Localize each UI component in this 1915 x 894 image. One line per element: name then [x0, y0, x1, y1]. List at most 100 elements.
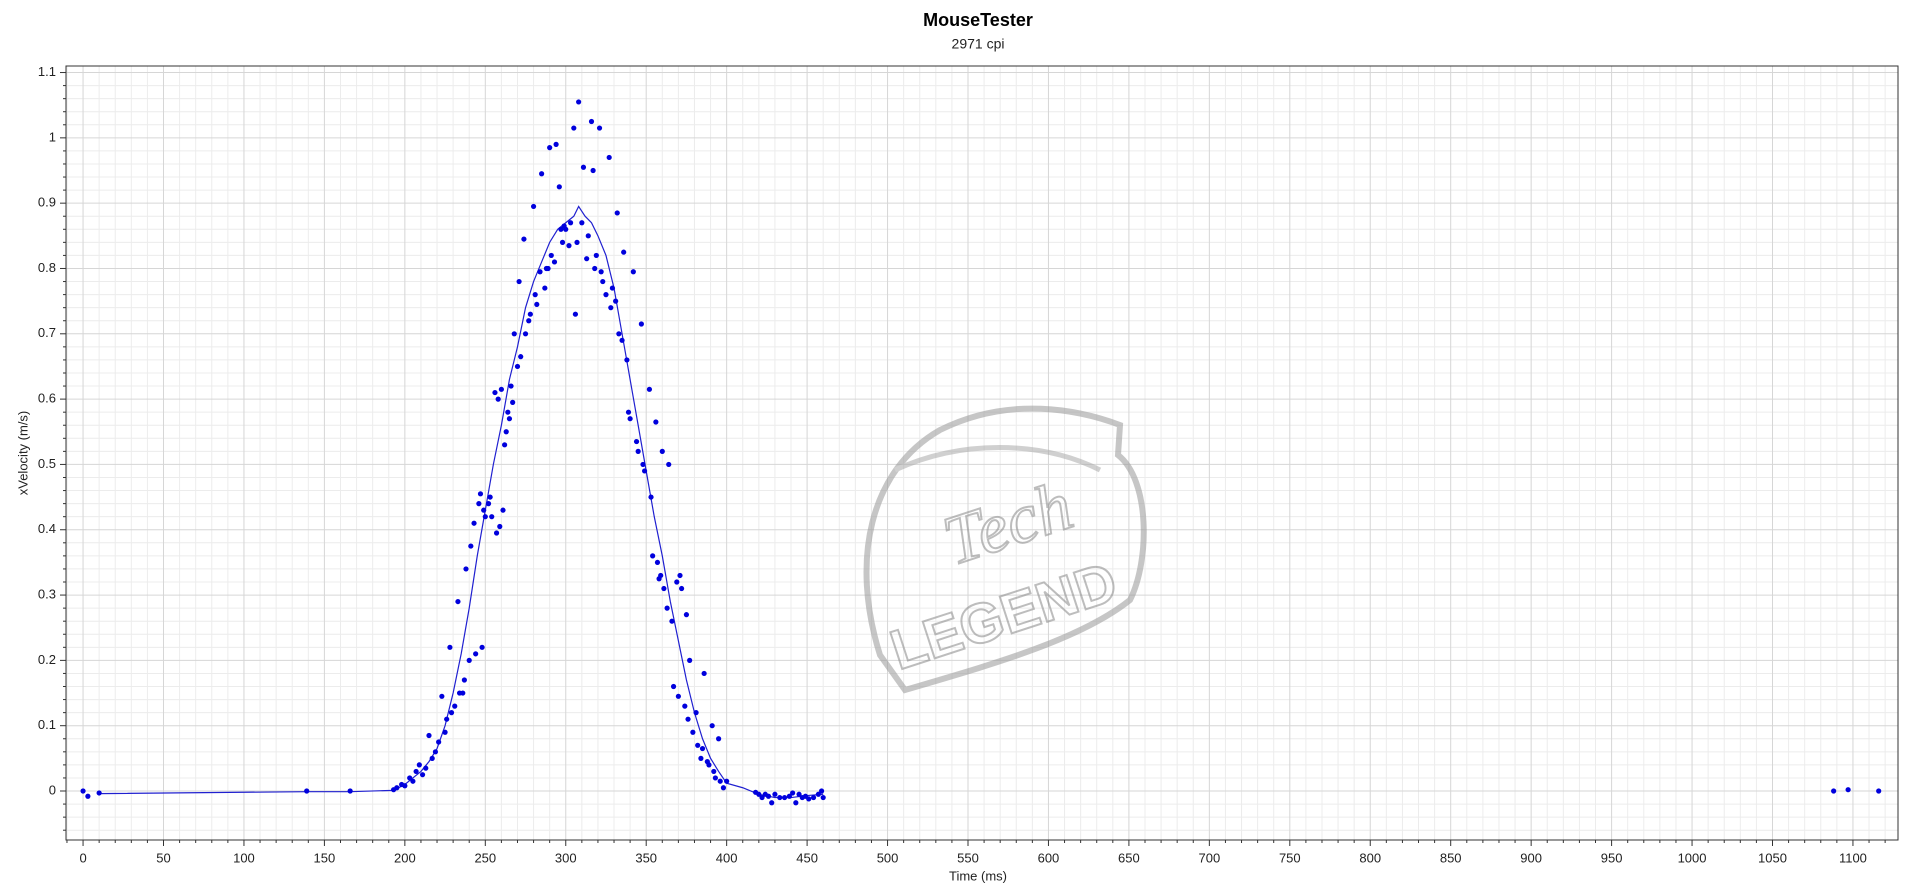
data-point: [685, 716, 691, 722]
data-point: [609, 285, 616, 291]
data-point: [759, 794, 765, 801]
data-point: [619, 337, 625, 343]
data-point: [793, 800, 799, 806]
data-point: [463, 566, 469, 572]
data-point: [571, 125, 577, 131]
data-point: [606, 154, 612, 161]
data-point: [514, 363, 521, 370]
data-point: [796, 791, 802, 797]
data-point: [567, 220, 574, 226]
data-point: [559, 239, 566, 245]
data-point: [598, 269, 604, 275]
data-point: [1876, 788, 1882, 794]
y-tick-label: 0.1: [38, 717, 56, 732]
data-point: [510, 399, 516, 405]
data-point: [585, 233, 591, 239]
data-point: [545, 265, 551, 272]
data-point: [460, 690, 466, 696]
data-point: [1831, 788, 1837, 794]
data-point: [521, 236, 527, 242]
chart-subtitle: 2971 cpi: [952, 36, 1005, 52]
data-point: [556, 184, 562, 190]
data-point: [495, 396, 501, 402]
data-point: [654, 559, 661, 566]
data-point: [489, 514, 495, 520]
data-point: [596, 125, 603, 131]
chart-title: MouseTester: [923, 10, 1033, 30]
data-point: [699, 745, 706, 752]
data-point: [648, 494, 654, 500]
data-point: [448, 710, 455, 716]
data-point: [756, 791, 762, 797]
y-tick-label: 0.7: [38, 325, 56, 340]
data-point: [679, 585, 685, 592]
data-point: [466, 657, 472, 663]
data-point: [558, 226, 564, 232]
data-point: [724, 778, 730, 784]
data-point: [553, 141, 559, 147]
data-point: [539, 171, 545, 177]
data-point: [717, 778, 723, 784]
x-tick-label: 350: [635, 850, 657, 865]
data-point: [608, 305, 614, 311]
data-point: [505, 409, 511, 415]
data-point: [479, 644, 485, 650]
data-point: [701, 670, 707, 677]
data-point: [769, 800, 775, 806]
y-tick-label: 0.4: [38, 521, 56, 536]
data-point: [455, 598, 461, 605]
data-point: [534, 301, 540, 308]
data-point: [80, 788, 86, 794]
data-point: [621, 249, 627, 255]
data-point: [407, 775, 413, 781]
data-point: [580, 164, 587, 170]
data-point: [522, 331, 529, 337]
data-point: [547, 145, 553, 151]
data-point: [590, 167, 596, 174]
data-point: [410, 778, 416, 784]
data-point: [593, 252, 599, 259]
data-point: [698, 755, 704, 761]
data-point: [476, 501, 482, 507]
y-tick-label: 0: [49, 782, 56, 797]
x-tick-label: 600: [1038, 850, 1060, 865]
data-point: [669, 618, 675, 624]
data-point: [630, 269, 636, 275]
grid: [66, 66, 1898, 840]
data-point: [635, 448, 641, 454]
data-point: [508, 383, 514, 389]
x-tick-label: 300: [555, 850, 577, 865]
data-point: [542, 285, 548, 291]
data-point: [347, 788, 353, 794]
data-point: [661, 585, 667, 592]
data-line: [99, 205, 824, 799]
data-point: [304, 788, 310, 794]
y-tick-label: 0.9: [38, 195, 56, 210]
watermark-helmet: [863, 405, 1147, 694]
data-point: [477, 491, 484, 497]
y-tick-label: 1: [49, 129, 56, 144]
data-point: [502, 442, 508, 448]
data-point: [563, 226, 569, 232]
data-point: [709, 723, 715, 729]
data-point: [790, 790, 796, 796]
data-point: [659, 448, 665, 454]
data-point: [614, 210, 620, 216]
data-point: [820, 794, 826, 801]
data-point: [439, 693, 445, 699]
data-point: [506, 416, 513, 422]
data-point: [85, 793, 91, 799]
x-tick-label: 1100: [1839, 850, 1867, 865]
data-point: [765, 793, 772, 799]
data-point: [461, 677, 467, 683]
data-point: [670, 683, 677, 690]
x-tick-label: 0: [79, 850, 86, 865]
x-tick-label: 800: [1359, 850, 1381, 865]
data-point: [716, 736, 722, 742]
data-point: [677, 572, 683, 579]
x-tick-label: 250: [474, 850, 496, 865]
data-point: [650, 553, 656, 559]
data-point: [482, 514, 488, 520]
y-tick-label: 0.8: [38, 260, 56, 275]
